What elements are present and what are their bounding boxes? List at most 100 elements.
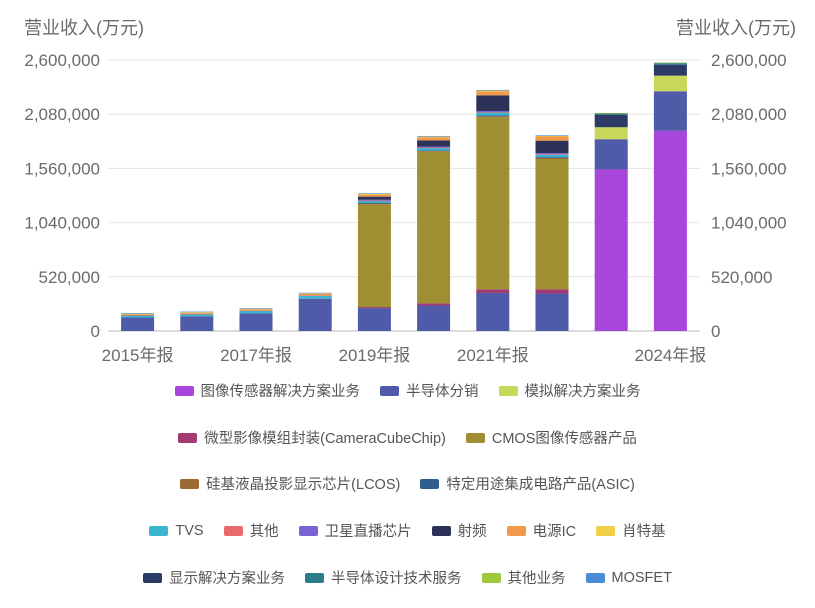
- y-tick-label-right: 1,560,000: [711, 159, 787, 178]
- bar-segment: [535, 154, 569, 158]
- legend-label: 图像传感器解决方案业务: [200, 384, 361, 400]
- bar-segment: [476, 112, 510, 113]
- legend-label: 硅基液晶投影显示芯片(LCOS): [206, 477, 401, 493]
- bar-segment: [594, 112, 628, 114]
- legend-item[interactable]: 微型影像模组封装(CameraCubeChip): [178, 427, 446, 448]
- bar-segment: [180, 311, 214, 313]
- bar-segment: [239, 310, 273, 311]
- bar-segment: [239, 309, 273, 311]
- x-tick-label: 2024年报: [634, 346, 706, 365]
- legend-item[interactable]: 显示解决方案业务: [143, 567, 285, 588]
- legend-item[interactable]: MOSFET: [585, 569, 672, 586]
- bar-segment: [417, 135, 451, 137]
- legend-item[interactable]: 电源IC: [506, 520, 576, 541]
- bar-segment: [298, 293, 332, 296]
- legend-item[interactable]: 肖特基: [596, 520, 666, 541]
- bar-segment: [357, 199, 391, 201]
- legend-item[interactable]: 硅基液晶投影显示芯片(LCOS): [180, 473, 400, 494]
- bar-segment: [417, 136, 451, 138]
- legend-label: 射频: [457, 524, 487, 540]
- y-tick-label-right: 2,080,000: [711, 105, 787, 124]
- legend-item[interactable]: TVS: [149, 523, 204, 539]
- legend-label: 肖特基: [622, 524, 666, 540]
- legend-item[interactable]: 其他业务: [481, 567, 566, 588]
- legend-row: 微型影像模组封装(CameraCubeChip) CMOS图像传感器产品: [0, 427, 815, 448]
- bar-segment: [417, 151, 451, 304]
- bar-segment: [653, 62, 687, 64]
- bar-segment: [357, 200, 391, 204]
- legend-swatch: [180, 478, 200, 489]
- bar-segment: [357, 193, 391, 194]
- bar-segment: [535, 153, 569, 155]
- stacked-bar-chart: 0 0 520,000 520,000 1,040,000 1,040,000 1,560,…: [24, 51, 787, 365]
- legend-label: 其他业务: [507, 571, 566, 587]
- bar-segment: [417, 305, 451, 331]
- bar-segment: [535, 157, 569, 158]
- bar-segment: [653, 64, 687, 76]
- bar-segment: [180, 313, 214, 315]
- legend-item[interactable]: 其他: [223, 520, 279, 541]
- legend-item[interactable]: 卫星直播芯片: [298, 520, 412, 541]
- y-axis-title-left: 营业收入(万元): [24, 18, 144, 38]
- bar-segment: [653, 63, 687, 65]
- bar-segment: [535, 159, 569, 290]
- bar-segment: [239, 308, 273, 309]
- bar-segment: [417, 146, 451, 148]
- legend-row: 图像传感器解决方案业务 半导体分销 模拟解决方案业务: [0, 380, 815, 401]
- legend-swatch: [465, 432, 485, 443]
- bar-segment: [357, 203, 391, 205]
- legend-label: 其他: [249, 524, 279, 540]
- bar-segment: [594, 139, 628, 170]
- legend-item[interactable]: 模拟解决方案业务: [498, 380, 641, 401]
- legend-swatch: [420, 478, 440, 489]
- legend-swatch: [481, 572, 501, 583]
- legend-swatch: [506, 525, 526, 536]
- y-tick-label-right: 1,040,000: [711, 214, 787, 233]
- bar-segment: [417, 150, 451, 152]
- bar-segment: [357, 308, 391, 331]
- bar-segment: [239, 313, 273, 331]
- bar-segment: [535, 136, 569, 141]
- legend-swatch: [298, 525, 318, 536]
- bar-segment: [121, 313, 155, 314]
- legend-item[interactable]: 射频: [431, 520, 487, 541]
- bar-segment: [476, 89, 510, 91]
- legend-item[interactable]: 半导体设计技术服务: [305, 567, 462, 588]
- bar-segment: [653, 91, 687, 131]
- bar-segment: [298, 292, 332, 294]
- legend-label: 显示解决方案业务: [169, 571, 286, 587]
- bar-segment: [476, 116, 510, 118]
- x-tick-label: 2017年报: [220, 346, 292, 365]
- bar-segment: [476, 112, 510, 116]
- legend-item[interactable]: CMOS图像传感器产品: [465, 427, 637, 448]
- bar-segment: [653, 75, 687, 92]
- bar-segment: [180, 312, 214, 314]
- legend-swatch: [223, 525, 243, 536]
- bar-segment: [653, 130, 687, 331]
- bar-segment: [357, 200, 391, 202]
- legend-label: MOSFET: [611, 569, 672, 586]
- bar-segment: [357, 193, 391, 195]
- y-tick-label-left: 2,080,000: [24, 105, 100, 124]
- legend-swatch: [149, 525, 169, 536]
- legend-swatch: [380, 385, 399, 396]
- bar-segment: [417, 147, 451, 151]
- y-tick-label-left: 2,600,000: [24, 51, 100, 70]
- bar-segment: [535, 140, 569, 154]
- bar-segment: [417, 147, 451, 149]
- legend-row: TVS 其他 卫星直播芯片 射频 电源IC 肖特基: [0, 520, 815, 541]
- y-tick-label-right: 0: [711, 322, 720, 341]
- bar-segment: [239, 308, 273, 310]
- legend-item[interactable]: 半导体分销: [380, 380, 479, 401]
- bar-segment: [476, 91, 510, 96]
- bar-segment: [535, 289, 569, 294]
- legend-label: 特定用途集成电路产品(ASIC): [446, 477, 635, 493]
- legend-row: 显示解决方案业务 半导体设计技术服务 其他业务 MOSFET: [0, 567, 815, 588]
- legend-item[interactable]: 特定用途集成电路产品(ASIC): [420, 473, 635, 494]
- bar-segment: [357, 194, 391, 197]
- y-tick-label-right: 520,000: [711, 268, 772, 287]
- bar-segment: [121, 314, 155, 316]
- legend-label: CMOS图像传感器产品: [491, 431, 637, 447]
- legend-item[interactable]: 图像传感器解决方案业务: [174, 380, 361, 401]
